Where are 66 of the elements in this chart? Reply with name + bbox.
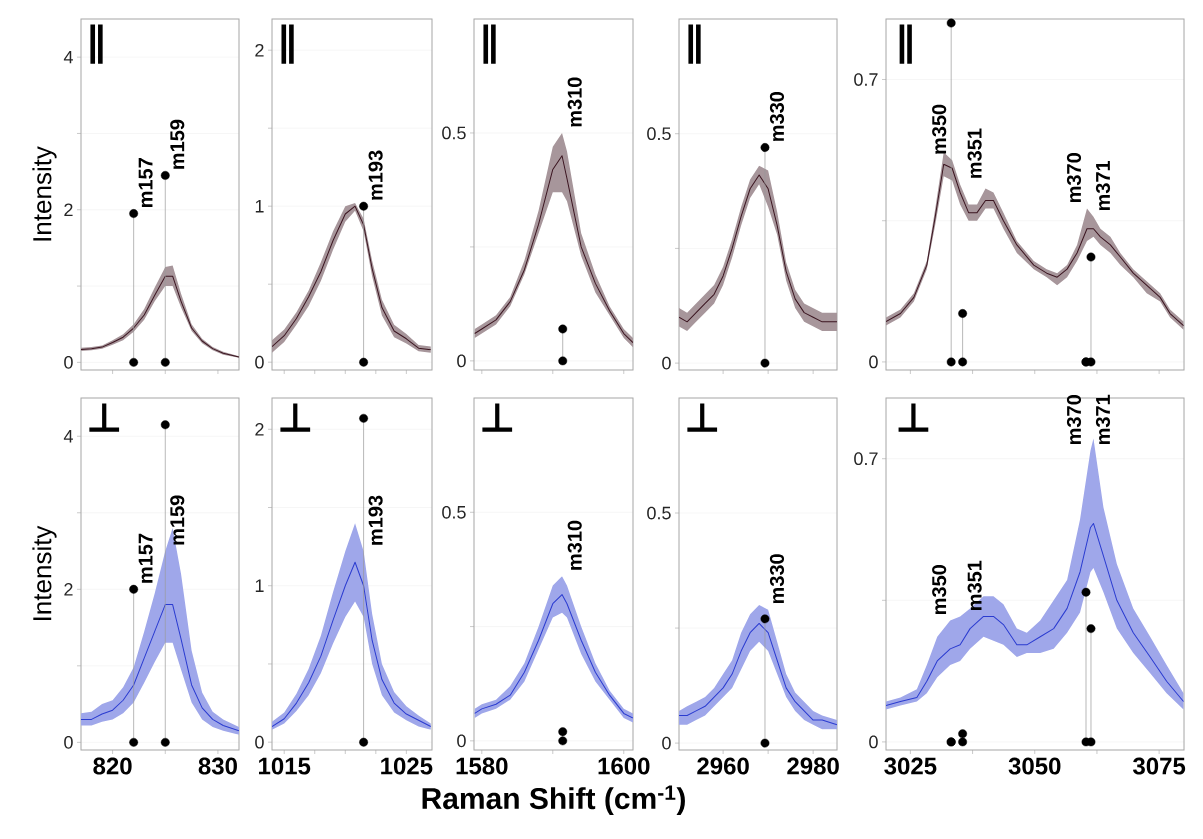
y-tick-label: 0.5	[442, 126, 466, 140]
annotation: m310	[567, 77, 582, 127]
x-tick-label: 2960	[697, 757, 749, 775]
y-tick-label: 4	[63, 430, 73, 443]
y-tick-label: 2	[64, 203, 73, 217]
y-tick-label: 0.7	[854, 452, 878, 466]
y-tick-label: 0	[457, 354, 466, 368]
annotation: m310	[567, 520, 582, 570]
y-tick-label: 0.7	[854, 73, 878, 86]
annotation: m371	[1095, 160, 1111, 211]
y-tick-label: 0	[457, 734, 466, 748]
y-tick-label: 2	[64, 583, 73, 596]
annotation: m370	[1066, 153, 1082, 203]
annotation: ⊥	[89, 403, 120, 432]
annotation: ∥	[90, 24, 103, 64]
y-tick-label: 1	[255, 200, 264, 213]
annotation: m350	[932, 565, 947, 615]
annotation: m330	[769, 554, 785, 604]
annotation: m371	[1095, 394, 1111, 445]
annotation: m159	[170, 495, 185, 545]
x-tick-label: 820	[93, 757, 132, 775]
annotation: m351	[967, 560, 982, 610]
x-tick-label: 1015	[259, 757, 311, 775]
y-tick-label: 0	[255, 355, 264, 369]
annotation: m157	[138, 158, 153, 208]
y-tick-label: 0	[869, 735, 878, 749]
annotation: ⊥	[687, 403, 718, 432]
x-tick-label: 830	[198, 757, 237, 775]
annotation: m157	[138, 533, 153, 583]
annotation: m193	[368, 495, 383, 545]
y-tick-label: 1	[255, 579, 264, 592]
annotation: m370	[1066, 395, 1082, 445]
annotation: m350	[932, 104, 947, 154]
y-tick-label: 0.5	[647, 506, 671, 520]
x-tick-label: 1025	[381, 757, 433, 775]
annotation: m330	[769, 91, 785, 141]
y-tick-label: 2	[255, 43, 264, 57]
x-tick-label: 1580	[456, 757, 508, 775]
y-axis-title: Intensity	[32, 525, 57, 621]
y-tick-label: 0.5	[647, 127, 671, 141]
y-tick-label: 0	[255, 735, 264, 749]
annotation: ∥	[281, 24, 294, 64]
annotation: ∥	[483, 24, 496, 64]
annotation: ⊥	[482, 403, 513, 432]
annotation: ⊥	[280, 403, 311, 432]
y-tick-label: 0	[662, 356, 671, 370]
annotation: m351	[967, 128, 982, 178]
y-tick-label: 0	[64, 735, 73, 749]
annotation: ∥	[899, 24, 912, 64]
x-tick-label: 3050	[1008, 757, 1061, 775]
y-tick-label: 0.5	[442, 505, 466, 519]
annotation: m193	[368, 150, 383, 200]
y-tick-label: 4	[63, 50, 73, 64]
x-tick-label: 3075	[1132, 757, 1186, 775]
annotation: ⊥	[898, 403, 929, 432]
x-tick-label: 2980	[787, 757, 839, 775]
x-tick-label: 1600	[598, 757, 650, 775]
annotation: ∥	[688, 24, 701, 64]
y-tick-label: 0	[662, 736, 671, 750]
y-tick-label: 2	[255, 422, 264, 436]
y-tick-label: 0	[64, 355, 73, 369]
annotation: m159	[170, 119, 185, 169]
x-tick-label: 3025	[884, 757, 937, 775]
x-axis-title: Raman Shift (cm$^{-1}$)	[422, 785, 685, 816]
y-axis-title: Intensity	[32, 146, 57, 241]
y-tick-label: 0	[869, 355, 878, 369]
